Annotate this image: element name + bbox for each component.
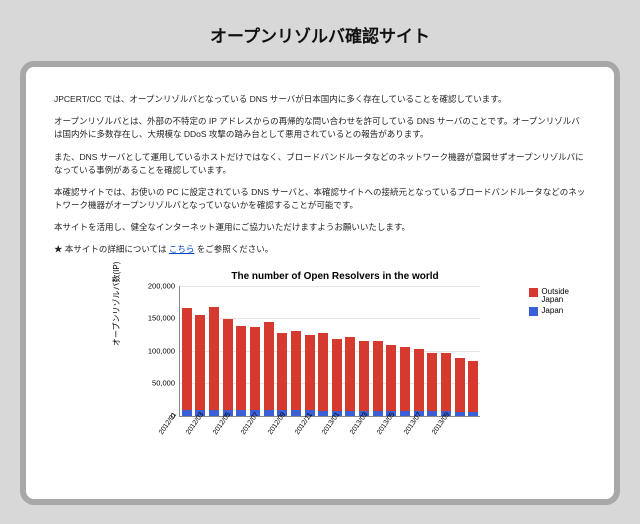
chart-bar (236, 326, 246, 416)
chart-bar-japan (468, 412, 478, 416)
frame-wrap: JPCERT/CC では、オープンリゾルバとなっている DNS サーバが日本国内… (20, 61, 620, 505)
chart-bar-outside (427, 353, 437, 412)
chart-bar-japan (264, 410, 274, 416)
chart-bar (182, 308, 192, 415)
intro-paragraph-2: オープンリゾルバとは、外部の不特定の IP アドレスからの再帰的な問い合わせを許… (54, 115, 586, 141)
chart-bar (359, 341, 369, 416)
chart-bar (264, 322, 274, 415)
chart-bar (400, 347, 410, 416)
chart-bar-japan (400, 411, 410, 416)
chart-bar (332, 339, 342, 415)
chart-bar-outside (195, 315, 205, 409)
intro-paragraph-5: 本サイトを活用し、健全なインターネット運用にご協力いただけますようお願いいたしま… (54, 221, 586, 234)
chart-y-axis-label: オープンリゾルバ数(IP) (111, 261, 122, 345)
chart-bar (195, 315, 205, 415)
chart-title: The number of Open Resolvers in the worl… (84, 271, 586, 282)
chart-legend-item: Japan (529, 307, 569, 316)
chart-y-tick-label: 50,000 (133, 379, 175, 388)
chart-bar-outside (236, 326, 246, 411)
intro-paragraph-1: JPCERT/CC では、オープンリゾルバとなっている DNS サーバが日本国内… (54, 93, 586, 106)
intro-paragraph-3: また、DNS サーバとして運用しているホストだけではなく、ブロードバンドルータな… (54, 151, 586, 177)
chart-legend-swatch (529, 288, 538, 297)
chart-bar-outside (250, 327, 260, 410)
chart-bar-outside (345, 337, 355, 411)
chart-region: The number of Open Resolvers in the worl… (54, 271, 586, 456)
chart-bar-japan (236, 410, 246, 416)
chart-bar (345, 337, 355, 416)
chart-bar-japan (455, 412, 465, 416)
chart-bar (223, 319, 233, 416)
chart-bar-outside (455, 358, 465, 411)
chart-bar-outside (373, 341, 383, 411)
chart-bar-outside (332, 339, 342, 411)
chart-bar-japan (318, 411, 328, 416)
chart-y-tick-label: 200,000 (133, 281, 175, 290)
chart-bar-outside (305, 335, 315, 410)
footnote: ★ 本サイトの詳細については こちら をご参照ください。 (54, 243, 586, 256)
chart-bar-outside (182, 308, 192, 409)
chart-bar (386, 345, 396, 416)
chart-bar-outside (223, 319, 233, 410)
chart-bar-outside (264, 322, 274, 410)
chart-bar-outside (318, 333, 328, 411)
chart-bar (414, 349, 424, 416)
chart-bar (305, 335, 315, 416)
chart-legend-item: OutsideJapan (529, 288, 569, 305)
chart-bar (427, 353, 437, 416)
footnote-prefix: ★ 本サイトの詳細については (54, 244, 169, 254)
chart-bar-japan (373, 411, 383, 416)
chart-bar (250, 327, 260, 415)
chart-y-ticks: 050,000100,000150,000200,000 (133, 286, 175, 416)
chart-bar (318, 333, 328, 416)
chart-bar (441, 353, 451, 416)
chart-legend-label: OutsideJapan (541, 288, 569, 305)
chart-bar-outside (468, 361, 478, 412)
chart-y-tick-label: 100,000 (133, 346, 175, 355)
page-title: オープンリゾルバ確認サイト (0, 0, 640, 61)
footnote-suffix: をご参照ください。 (194, 244, 273, 254)
chart-bar-outside (414, 349, 424, 411)
page-root: オープンリゾルバ確認サイト JPCERT/CC では、オープンリゾルバとなってい… (0, 0, 640, 524)
chart-bar-outside (291, 331, 301, 410)
chart-bar (209, 307, 219, 416)
details-link[interactable]: こちら (169, 244, 195, 254)
chart-plot-area (179, 286, 480, 417)
chart-legend-label: Japan (541, 307, 563, 315)
chart-legend-swatch (529, 307, 538, 316)
chart-bar-outside (209, 307, 219, 410)
chart-x-ticks: 2012/012012/032012/052012/072012/092012/… (179, 420, 479, 456)
chart-bar (291, 331, 301, 415)
chart-bar-outside (400, 347, 410, 411)
chart-y-tick-label: 150,000 (133, 314, 175, 323)
chart-bar-japan (209, 410, 219, 416)
chart-bar (455, 358, 465, 415)
chart-bar-japan (182, 410, 192, 416)
chart-bar-japan (427, 411, 437, 415)
chart-bar-outside (277, 333, 287, 410)
content-frame: JPCERT/CC では、オープンリゾルバとなっている DNS サーバが日本国内… (20, 61, 620, 505)
chart-bar (468, 361, 478, 416)
chart-gridline (180, 286, 480, 287)
chart: オープンリゾルバ数(IP) 050,000100,000150,000200,0… (115, 286, 525, 456)
chart-bar (373, 341, 383, 415)
chart-bar (277, 333, 287, 416)
chart-bar-outside (441, 353, 451, 412)
chart-bar-outside (386, 345, 396, 411)
chart-legend: OutsideJapan Japan (529, 288, 569, 320)
intro-paragraph-4: 本確認サイトでは、お使いの PC に設定されている DNS サーバと、本確認サイ… (54, 186, 586, 212)
chart-bar-japan (291, 410, 301, 415)
chart-bar-japan (345, 411, 355, 416)
chart-bar-outside (359, 341, 369, 411)
